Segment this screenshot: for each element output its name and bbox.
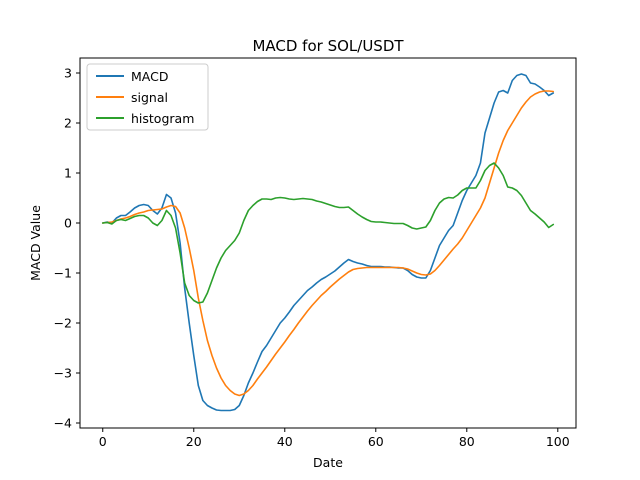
y-tick-label: −1 <box>54 266 72 281</box>
y-tick-label: 0 <box>64 216 72 231</box>
x-axis: 0 20 40 60 80 100 <box>99 428 570 449</box>
plot-area <box>79 57 577 429</box>
series-line-macd <box>101 73 555 412</box>
legend-label-histogram: histogram <box>131 111 194 126</box>
x-axis-label: Date <box>313 455 343 470</box>
series-line-signal <box>101 90 555 397</box>
y-tick-label: 1 <box>64 166 72 181</box>
plot-frame <box>79 57 577 429</box>
legend-label-macd: MACD <box>131 69 168 84</box>
x-tick-label: 60 <box>368 434 384 449</box>
series-layer <box>101 73 555 412</box>
legend-box <box>86 63 209 131</box>
y-tick-label: −2 <box>54 316 72 331</box>
x-tick-label: 0 <box>99 434 107 449</box>
y-axis-label: MACD Value <box>28 205 43 281</box>
x-tick-label: 80 <box>459 434 475 449</box>
x-tick-label: 40 <box>277 434 293 449</box>
y-tick-label: −4 <box>54 416 72 431</box>
x-tick-label: 20 <box>186 434 202 449</box>
y-tick-label: 3 <box>64 66 72 81</box>
legend-label-signal: signal <box>131 90 168 105</box>
y-tick-label: −3 <box>54 366 72 381</box>
x-tick-label: 100 <box>546 434 570 449</box>
chart-title: MACD for SOL/USDT <box>252 37 404 55</box>
series-line-histogram <box>101 162 555 304</box>
y-axis: −4 −3 −2 −1 0 1 2 3 <box>54 66 80 431</box>
legend: MACD signal histogram <box>86 63 209 131</box>
y-tick-label: 2 <box>64 116 72 131</box>
